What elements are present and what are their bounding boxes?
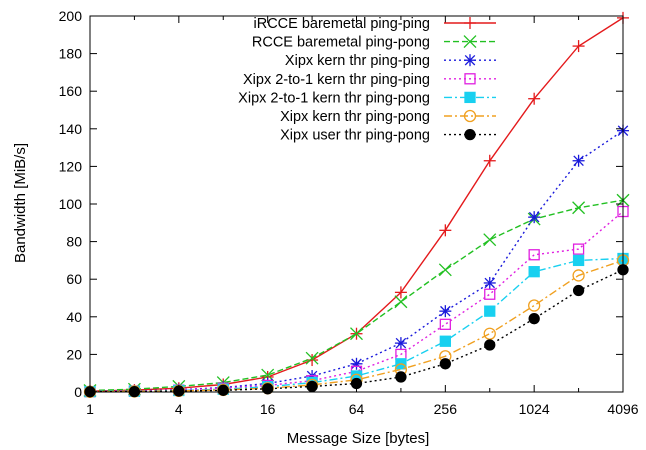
y-tick-label: 80	[66, 234, 82, 250]
data-point	[572, 40, 585, 53]
data-point	[394, 286, 407, 299]
legend-label: Xipx kern thr ping-ping	[285, 53, 430, 69]
y-tick-label: 180	[59, 46, 83, 62]
y-tick-label: 60	[66, 271, 82, 287]
data-point	[528, 266, 540, 278]
data-point	[438, 263, 452, 277]
legend-marker	[464, 54, 476, 67]
x-tick-label: 4096	[607, 401, 638, 417]
axes: 0 20 40 60 80 100 120 140 160 180 200 1 4 16 64 256 1024…	[59, 8, 639, 417]
data-point	[484, 339, 496, 351]
data-point	[572, 269, 585, 282]
data-point	[439, 305, 452, 318]
data-point	[394, 337, 407, 350]
data-point	[395, 371, 407, 383]
y-tick-label: 140	[59, 121, 83, 137]
data-point	[439, 318, 451, 330]
data-point	[350, 357, 363, 370]
plot-frame	[89, 15, 624, 393]
y-axis-title: Bandwidth [MiB/s]	[12, 143, 29, 263]
x-tick-label: 4	[175, 401, 183, 417]
x-tick-label: 16	[260, 401, 276, 417]
data-point	[439, 224, 452, 237]
y-tick-label: 40	[66, 309, 82, 325]
data-point	[528, 249, 540, 261]
x-tick-label: 1	[86, 401, 94, 417]
data-point	[528, 313, 540, 325]
data-point	[305, 351, 319, 365]
legend-marker	[463, 109, 477, 123]
data-point	[484, 305, 496, 317]
legend-marker	[464, 73, 476, 85]
data-point	[350, 327, 363, 341]
data-point	[483, 233, 497, 247]
y-tick-label: 0	[74, 384, 82, 400]
data-point	[572, 243, 585, 255]
x-tick-label: 1024	[519, 401, 550, 417]
x-tick-label: 256	[434, 401, 458, 417]
y-tick-label: 100	[59, 196, 83, 212]
legend-label: RCCE baremetal ping-pong	[252, 35, 430, 51]
data-point	[484, 288, 496, 300]
legend-label: Xipx user thr ping-pong	[280, 128, 430, 144]
legend-marker	[464, 91, 476, 104]
data-point	[528, 299, 541, 312]
x-axis-title: Message Size [bytes]	[287, 430, 430, 447]
data-point	[572, 284, 585, 297]
legend-marker	[464, 17, 476, 29]
plot-area	[83, 11, 630, 398]
data-point	[439, 335, 451, 347]
data-point	[394, 295, 408, 309]
series-line-3	[89, 130, 624, 393]
data-point	[572, 254, 585, 267]
legend-label: iRCCE baremetal ping-ping	[254, 16, 431, 32]
y-tick-label: 160	[59, 83, 83, 99]
data-point	[572, 201, 586, 215]
data-point	[483, 154, 496, 167]
y-tick-label: 120	[59, 158, 83, 174]
legend-label: Xipx kern thr ping-pong	[280, 109, 430, 125]
legend-marker	[464, 128, 476, 141]
data-point	[572, 154, 585, 167]
legend-marker	[463, 35, 477, 49]
data-point	[528, 92, 541, 105]
legend: iRCCE baremetal ping-ping RCCE baremetal …	[238, 16, 496, 144]
x-tick-label: 64	[349, 401, 365, 417]
data-point	[483, 276, 496, 289]
legend-label: Xipx 2-to-1 kern thr ping-ping	[243, 72, 430, 88]
data-point	[483, 327, 496, 340]
legend-label: Xipx 2-to-1 kern thr ping-pong	[238, 90, 430, 106]
y-tick-label: 20	[66, 346, 82, 362]
y-tick-label: 200	[59, 8, 83, 24]
data-point	[528, 211, 541, 224]
data-point	[439, 358, 451, 370]
